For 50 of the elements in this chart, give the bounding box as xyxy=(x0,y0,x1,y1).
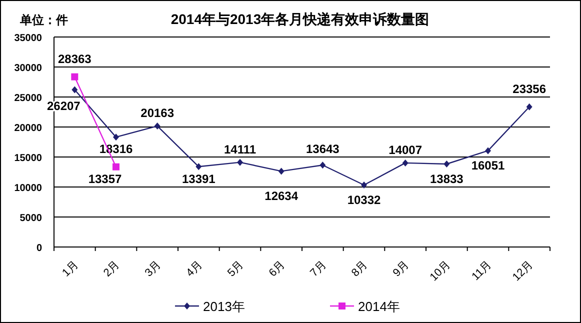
x-tick-label: 9月 xyxy=(390,258,412,280)
data-label: 13833 xyxy=(430,172,464,186)
point xyxy=(485,147,491,154)
x-tick-label: 1月 xyxy=(60,258,81,280)
x-tick-label: 4月 xyxy=(184,258,205,280)
point xyxy=(444,160,450,168)
data-label: 23356 xyxy=(512,82,546,96)
data-label: 13391 xyxy=(182,172,216,186)
point xyxy=(113,134,119,141)
y-tick-label: 30000 xyxy=(14,63,42,74)
data-label: 28363 xyxy=(58,52,92,66)
point xyxy=(112,163,120,170)
legend-label: 2013年 xyxy=(203,299,245,314)
data-label: 12634 xyxy=(264,189,298,203)
x-tick-label: 8月 xyxy=(350,258,370,280)
y-tick-label: 5000 xyxy=(20,213,42,224)
data-label: 16051 xyxy=(471,158,506,173)
legend-label: 2014年 xyxy=(358,299,400,314)
data-label: 10332 xyxy=(347,193,382,208)
data-label: 14111 xyxy=(224,142,256,156)
data-label: 13357 xyxy=(88,172,122,186)
y-tick-label: 25000 xyxy=(14,93,42,104)
point xyxy=(154,122,160,130)
y-tick-label: 15000 xyxy=(14,153,42,164)
point xyxy=(526,103,532,110)
data-label: 14007 xyxy=(388,142,422,157)
point xyxy=(71,73,78,80)
text: 单位：件 xyxy=(19,13,68,27)
x-tick-label: 10月 xyxy=(428,258,453,284)
x-tick-label: 11月 xyxy=(470,258,494,283)
x-tick-label: 7月 xyxy=(308,258,329,280)
y-tick-label: 10000 xyxy=(14,183,42,194)
data-label: 20163 xyxy=(140,106,174,120)
point xyxy=(196,163,202,170)
point xyxy=(278,168,284,175)
point xyxy=(237,158,243,166)
point xyxy=(361,182,367,189)
x-tick-label: 3月 xyxy=(142,258,164,280)
y-tick-label: 20000 xyxy=(14,123,42,134)
x-tick-label: 12月 xyxy=(510,258,536,284)
x-tick-label: 6月 xyxy=(266,258,288,280)
data-label: 13643 xyxy=(306,142,340,156)
y-tick-label: 0 xyxy=(36,243,42,254)
chart-title: 2014年与2013年各月快递有效申诉数量图 xyxy=(170,11,430,27)
point xyxy=(72,86,78,94)
point xyxy=(320,162,326,169)
point xyxy=(402,159,408,166)
x-tick-label: 2月 xyxy=(102,258,122,280)
y-tick-label: 35000 xyxy=(14,33,42,44)
x-tick-label: 5月 xyxy=(226,258,246,280)
